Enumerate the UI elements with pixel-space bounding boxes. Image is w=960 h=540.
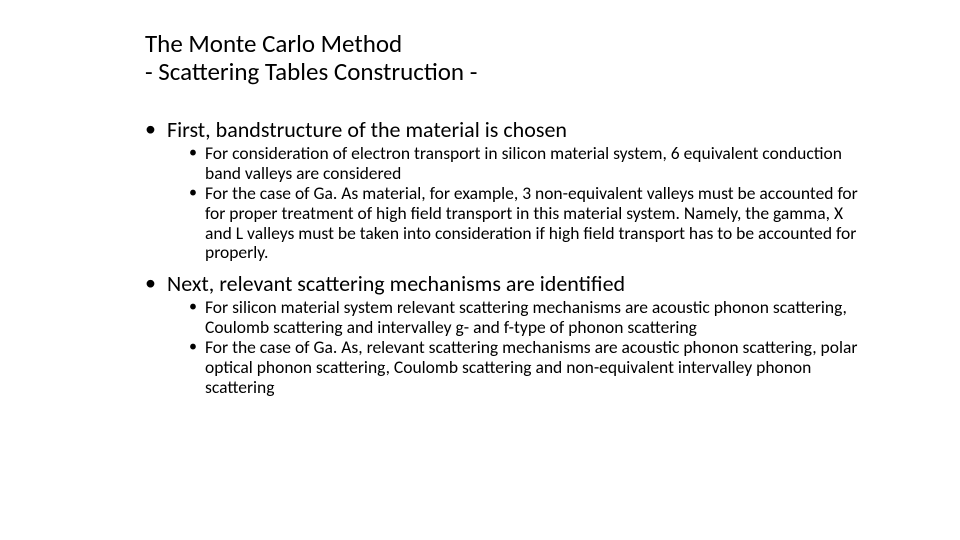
sub-item: For silicon material system relevant sca… xyxy=(189,298,860,337)
bullet-text: Next, relevant scattering mechanisms are… xyxy=(167,270,625,297)
slide-container: The Monte Carlo Method - Scattering Tabl… xyxy=(0,0,960,540)
bullet-text: First, bandstructure of the material is … xyxy=(167,116,567,143)
title-line-2: - Scattering Tables Construction - xyxy=(145,58,860,86)
bullet-item-2: Next, relevant scattering mechanisms are… xyxy=(145,271,860,397)
bullet-list: First, bandstructure of the material is … xyxy=(145,117,860,397)
bullet-item-1: First, bandstructure of the material is … xyxy=(145,117,860,263)
sub-item: For consideration of electron transport … xyxy=(189,144,860,183)
slide-title: The Monte Carlo Method - Scattering Tabl… xyxy=(145,30,860,85)
sub-list: For consideration of electron transport … xyxy=(189,144,860,263)
sub-list: For silicon material system relevant sca… xyxy=(189,298,860,397)
title-line-1: The Monte Carlo Method xyxy=(145,30,860,58)
sub-item: For the case of Ga. As, relevant scatter… xyxy=(189,338,860,397)
sub-item: For the case of Ga. As material, for exa… xyxy=(189,184,860,262)
